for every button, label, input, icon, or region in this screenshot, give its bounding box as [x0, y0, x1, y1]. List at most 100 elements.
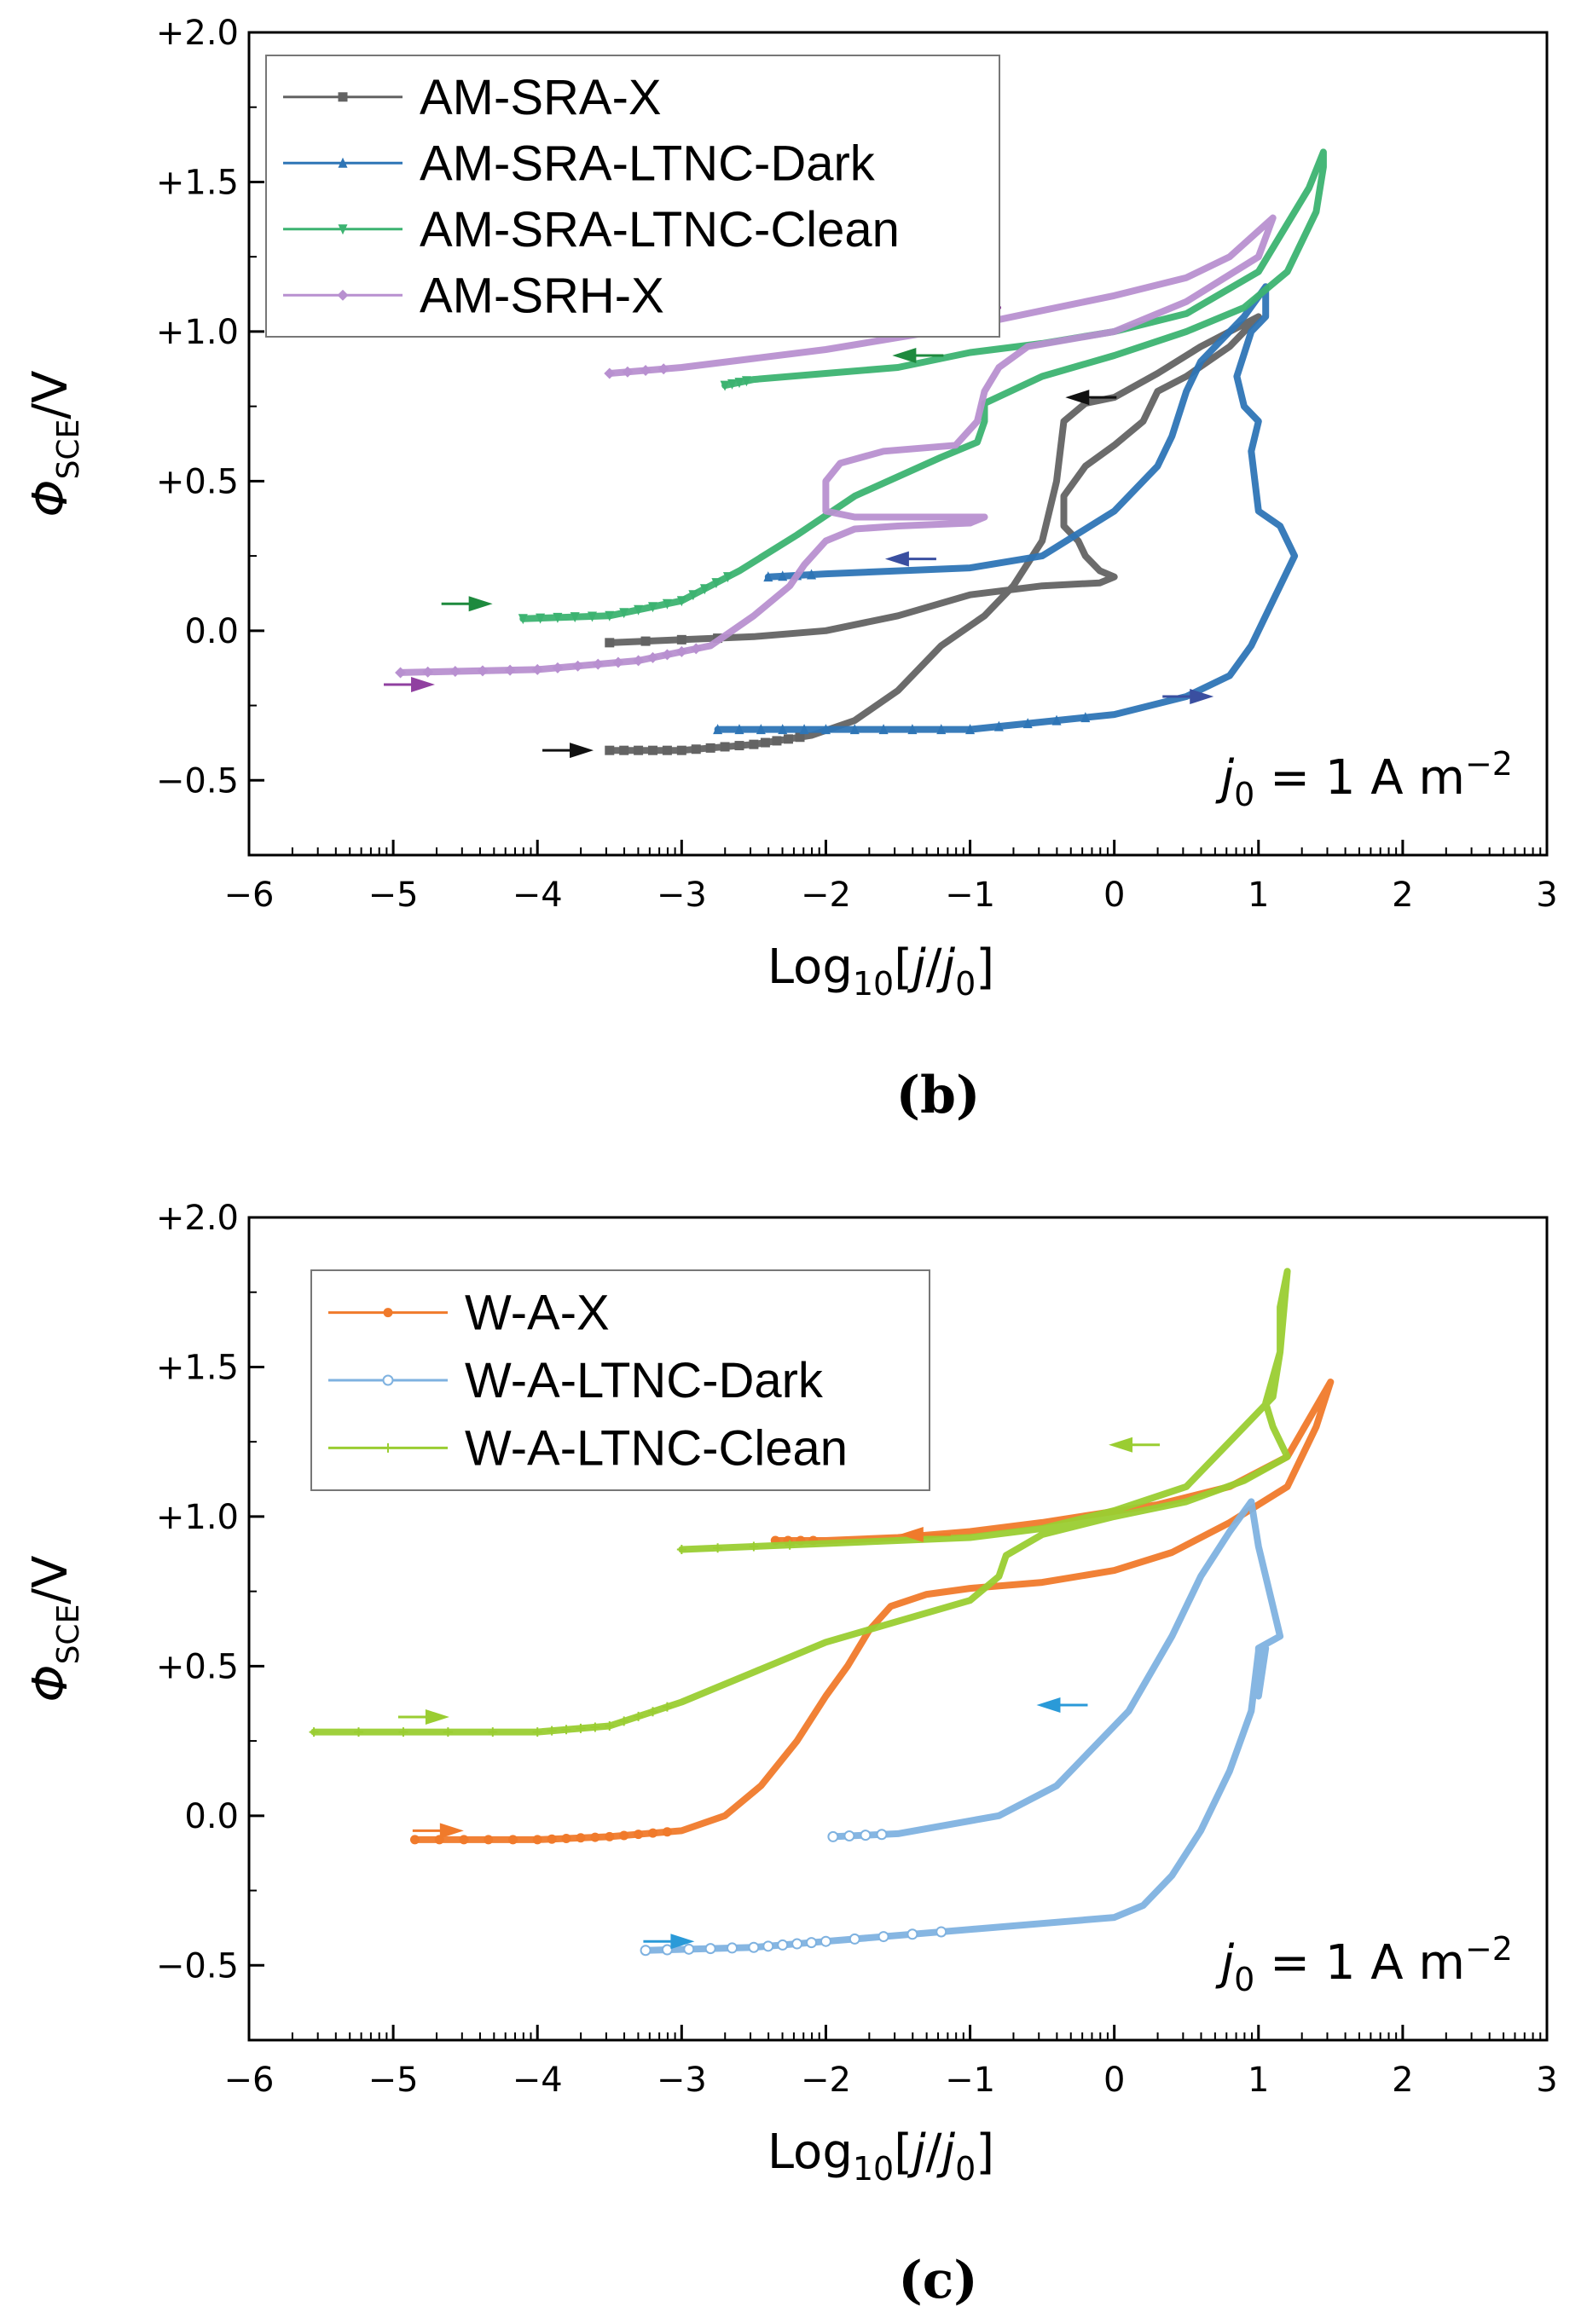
- x-tick-label: 1: [1248, 876, 1269, 915]
- x-tick-label: −5: [368, 2061, 419, 2100]
- data-point: [1080, 712, 1091, 723]
- data-point: [704, 1943, 716, 1955]
- x-tick-label: −4: [513, 876, 563, 915]
- data-point: [572, 660, 584, 672]
- sweep-arrow-icon: [542, 743, 594, 759]
- x-tick-label: −3: [657, 2061, 707, 2100]
- data-point: [827, 1830, 839, 1842]
- data-point: [488, 1727, 498, 1737]
- data-point: [661, 649, 673, 661]
- arrow-head: [570, 743, 594, 759]
- sweep-arrow-icon: [1065, 390, 1117, 406]
- data-point: [647, 651, 659, 663]
- j0-annotation: j0 = 1 A m−2: [1215, 1930, 1513, 1998]
- data-point: [605, 610, 615, 621]
- x-tick-label: −1: [945, 876, 995, 915]
- x-tick-label: 3: [1536, 2061, 1557, 2100]
- data-point: [762, 1940, 774, 1952]
- data-point: [662, 598, 672, 610]
- data-point: [676, 596, 686, 607]
- data-point: [820, 1935, 831, 1947]
- data-point: [907, 724, 918, 735]
- data-point: [772, 736, 782, 746]
- y-axis-title: ΦSCE/V: [23, 1556, 86, 1703]
- series-am-sra-ltnc-dark: [713, 283, 1299, 735]
- data-point: [688, 590, 698, 601]
- legend: AM-SRA-X AM-SRA-LTNC-Dark AM-SRA-LTNC-Clea…: [265, 55, 1000, 338]
- data-point: [561, 1725, 571, 1735]
- data-point: [570, 612, 580, 623]
- arrow-head: [411, 676, 436, 692]
- data-point: [592, 658, 604, 670]
- data-point: [791, 1938, 803, 1950]
- legend-label: AM-SRH-X: [420, 268, 664, 323]
- data-point: [561, 1833, 571, 1843]
- data-point: [484, 1835, 494, 1845]
- series-am-srh-x: [395, 214, 1277, 679]
- series-line: [519, 148, 1327, 622]
- data-point: [778, 570, 788, 581]
- data-point: [640, 636, 651, 646]
- x-tick-label: −3: [657, 876, 707, 915]
- data-point: [518, 614, 528, 625]
- data-point: [676, 634, 686, 645]
- sweep-arrow-icon: [384, 676, 436, 692]
- series-am-sra-ltnc-clean: [518, 148, 1327, 625]
- data-point: [443, 1727, 453, 1737]
- data-point: [619, 1716, 629, 1726]
- data-point: [459, 1835, 469, 1845]
- data-point: [640, 365, 652, 377]
- x-tick-label: −2: [801, 2061, 851, 2100]
- legend-marker: [382, 1374, 394, 1386]
- data-point: [906, 1928, 918, 1940]
- arrow-head: [884, 551, 909, 567]
- data-point: [699, 584, 710, 595]
- data-point: [683, 1943, 695, 1955]
- sweep-arrow-icon: [643, 1934, 695, 1950]
- data-point: [605, 1721, 615, 1731]
- data-point: [547, 1726, 557, 1736]
- data-point: [795, 732, 805, 743]
- sweep-arrow-icon: [397, 1709, 449, 1726]
- legend-label: W-A-LTNC-Dark: [465, 1353, 824, 1408]
- arrow-head: [425, 1709, 449, 1726]
- legend-marker: [383, 1442, 393, 1453]
- data-point: [760, 737, 770, 748]
- plot-frame: [247, 31, 1549, 857]
- data-point: [876, 1829, 888, 1841]
- data-point: [820, 724, 831, 735]
- data-point: [449, 666, 461, 678]
- data-point: [662, 1827, 672, 1837]
- data-point: [748, 1941, 760, 1953]
- x-tick-label: 2: [1392, 876, 1413, 915]
- data-point: [935, 1926, 947, 1938]
- sweep-arrow-icon: [884, 551, 936, 567]
- data-point: [849, 1933, 860, 1945]
- legend-marker: [338, 157, 348, 168]
- panel-b-label: (b): [896, 1066, 981, 1125]
- data-point: [576, 1833, 586, 1843]
- x-tick-label: 0: [1103, 2061, 1125, 2100]
- legend-item: AM-SRH-X: [283, 268, 664, 323]
- arrow-head: [670, 1934, 695, 1950]
- y-tick-label: −0.5: [156, 761, 239, 801]
- y-tick-label: 0.0: [184, 612, 239, 651]
- arrow-head: [1190, 689, 1214, 705]
- data-point: [507, 1835, 518, 1845]
- arrow-head: [899, 1526, 924, 1542]
- data-point: [877, 1931, 889, 1943]
- data-point: [691, 744, 701, 754]
- data-point: [536, 613, 546, 624]
- data-point: [843, 1830, 855, 1842]
- legend-marker: [337, 289, 349, 301]
- data-point: [531, 663, 543, 675]
- data-point: [676, 745, 686, 755]
- data-point: [552, 662, 564, 673]
- data-point: [619, 608, 629, 619]
- data-point: [605, 1831, 615, 1841]
- legend-box: [265, 55, 1000, 338]
- sweep-arrow-icon: [1036, 1697, 1088, 1713]
- data-point: [640, 1945, 652, 1957]
- data-point: [806, 1937, 818, 1949]
- data-point: [675, 645, 687, 657]
